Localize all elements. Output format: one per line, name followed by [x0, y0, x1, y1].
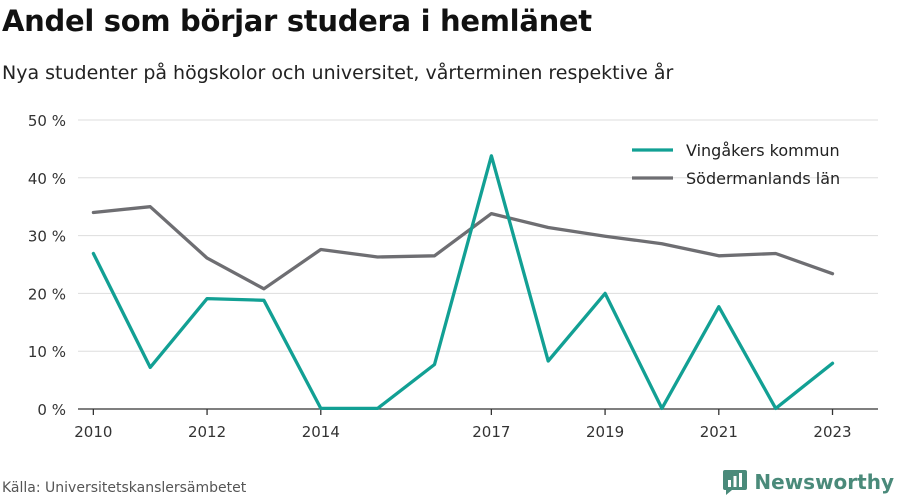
y-tick-label: 30 % — [28, 228, 66, 246]
x-tick-label: 2012 — [188, 423, 226, 441]
x-tick-label: 2023 — [813, 423, 851, 441]
y-tick-label: 50 % — [28, 112, 66, 130]
x-tick-label: 2019 — [586, 423, 624, 441]
axes: 0 % 10 % 20 % 30 % 40 % 50 % 2010 2012 2014 2017 2… — [28, 112, 878, 441]
chart-title: Andel som börjar studera i hemlänet — [2, 4, 592, 38]
chart-subtitle: Nya studenter på högskolor och universit… — [2, 62, 674, 84]
y-tick-label: 0 % — [37, 401, 66, 419]
x-tick-label: 2014 — [302, 423, 340, 441]
series-line-s-dermanlands-l-n — [91, 205, 835, 291]
source-note: Källa: Universitetskanslersämbetet — [2, 480, 247, 496]
legend-label: Södermanlands län — [686, 169, 840, 188]
y-tick-label: 40 % — [28, 170, 66, 188]
y-tick-label: 10 % — [28, 343, 66, 361]
series-lines — [91, 154, 835, 411]
legend-label: Vingåkers kommun — [686, 141, 840, 160]
brand-name: Newsworthy — [754, 470, 894, 494]
x-tick-label: 2010 — [74, 423, 112, 441]
y-tick-label: 20 % — [28, 285, 66, 303]
newsworthy-logo: Newsworthy — [722, 468, 894, 496]
legend: Vingåkers kommun Södermanlands län — [632, 141, 840, 188]
x-tick-label: 2021 — [700, 423, 738, 441]
series-line-ving-kers-kommun — [91, 154, 835, 411]
x-tick-label: 2017 — [472, 423, 510, 441]
newsworthy-logo-icon — [723, 470, 748, 495]
